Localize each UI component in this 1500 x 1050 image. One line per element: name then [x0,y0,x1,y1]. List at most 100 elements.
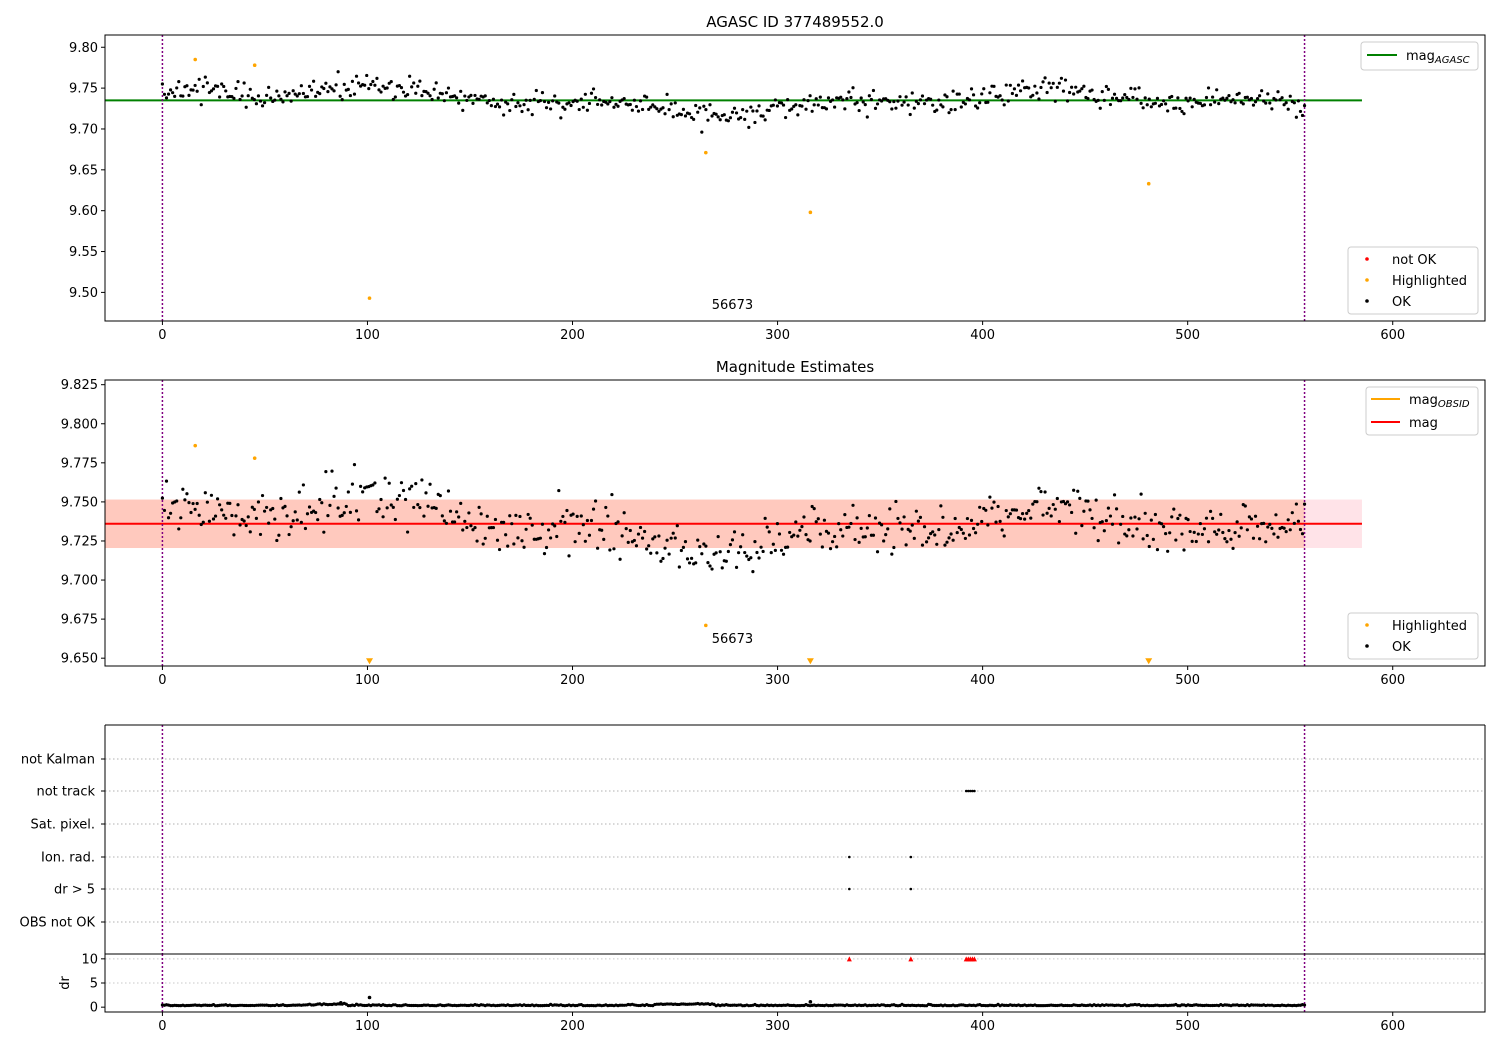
data-point [532,97,536,101]
data-point [1276,535,1280,539]
data-point [1031,93,1035,97]
data-point [1065,500,1070,504]
data-point [236,503,240,507]
series-dr-baseline [160,1001,1307,1008]
data-point [1135,97,1139,101]
data-point [1292,101,1296,105]
y-tick-label: 9.775 [61,456,98,471]
data-point [510,522,514,526]
data-point [1294,115,1298,119]
data-point [455,510,459,514]
data-point [267,521,271,525]
data-point [734,111,739,115]
data-point [1258,537,1262,541]
data-point [859,526,863,530]
data-point [771,103,775,107]
data-point [1037,97,1041,101]
data-point [191,88,195,92]
data-point [299,84,303,88]
data-point [338,94,342,98]
data-point [980,92,984,96]
data-point [1127,528,1131,532]
data-point [1166,549,1170,553]
data-point [475,539,479,543]
data-point [465,98,469,103]
data-point [763,118,767,122]
data-point [873,106,878,110]
data-point [1260,89,1264,93]
data-point [663,112,667,116]
data-point [665,538,669,542]
x-tick-label: 300 [765,328,790,343]
data-point [346,87,350,91]
data-point [1231,98,1235,102]
data-point [851,86,855,90]
data-point [696,538,700,542]
data-point [598,98,602,102]
x-tick-label: 600 [1380,1019,1405,1034]
data-point [957,525,961,530]
data-point [205,500,209,504]
data-point [918,98,923,102]
data-point [1137,517,1141,521]
data-point [1067,90,1072,95]
data-point [1016,83,1021,87]
legend-swatch [1365,623,1369,627]
data-point [710,567,714,571]
data-point [222,84,226,89]
data-point [990,506,994,510]
data-point [336,70,340,74]
data-point [528,516,532,520]
data-point [246,94,250,98]
data-point [855,516,859,520]
data-point [499,98,504,102]
data-point [301,483,305,487]
data-point [1276,90,1280,94]
data-point [491,525,496,530]
data-point [187,93,191,97]
series-clipped [846,956,977,962]
data-point [1206,86,1211,90]
legend-label: Highlighted [1392,274,1467,289]
data-point [252,98,256,102]
data-point [745,109,749,113]
data-point [816,103,820,107]
data-point [894,106,898,110]
data-point [544,106,549,110]
data-point [757,104,761,108]
data-point [197,77,201,81]
data-point [963,536,967,541]
data-point [1186,518,1190,522]
data-point [1006,99,1010,103]
data-point [553,524,557,528]
data-point [557,488,561,493]
data-point [342,511,346,515]
data-point [1000,98,1004,102]
data-point [945,95,949,99]
data-point [211,87,216,91]
data-point [265,505,269,510]
data-point [330,469,334,473]
data-point [1090,516,1094,521]
data-point [1262,521,1266,525]
data-point [1200,532,1204,537]
data-point [909,855,913,859]
data-point [833,534,837,539]
data-point [614,102,618,106]
data-point [1108,514,1113,518]
data-point [945,540,949,544]
data-point [1055,496,1059,501]
data-point [634,544,639,548]
data-point [700,552,704,556]
data-point [749,556,753,560]
data-point [252,456,257,460]
data-point [177,80,181,84]
data-point [477,97,481,101]
data-point [830,540,835,544]
data-point [406,530,410,534]
data-point [1123,532,1127,536]
data-point [1129,516,1133,520]
data-point [183,498,187,502]
data-point [1092,526,1096,530]
